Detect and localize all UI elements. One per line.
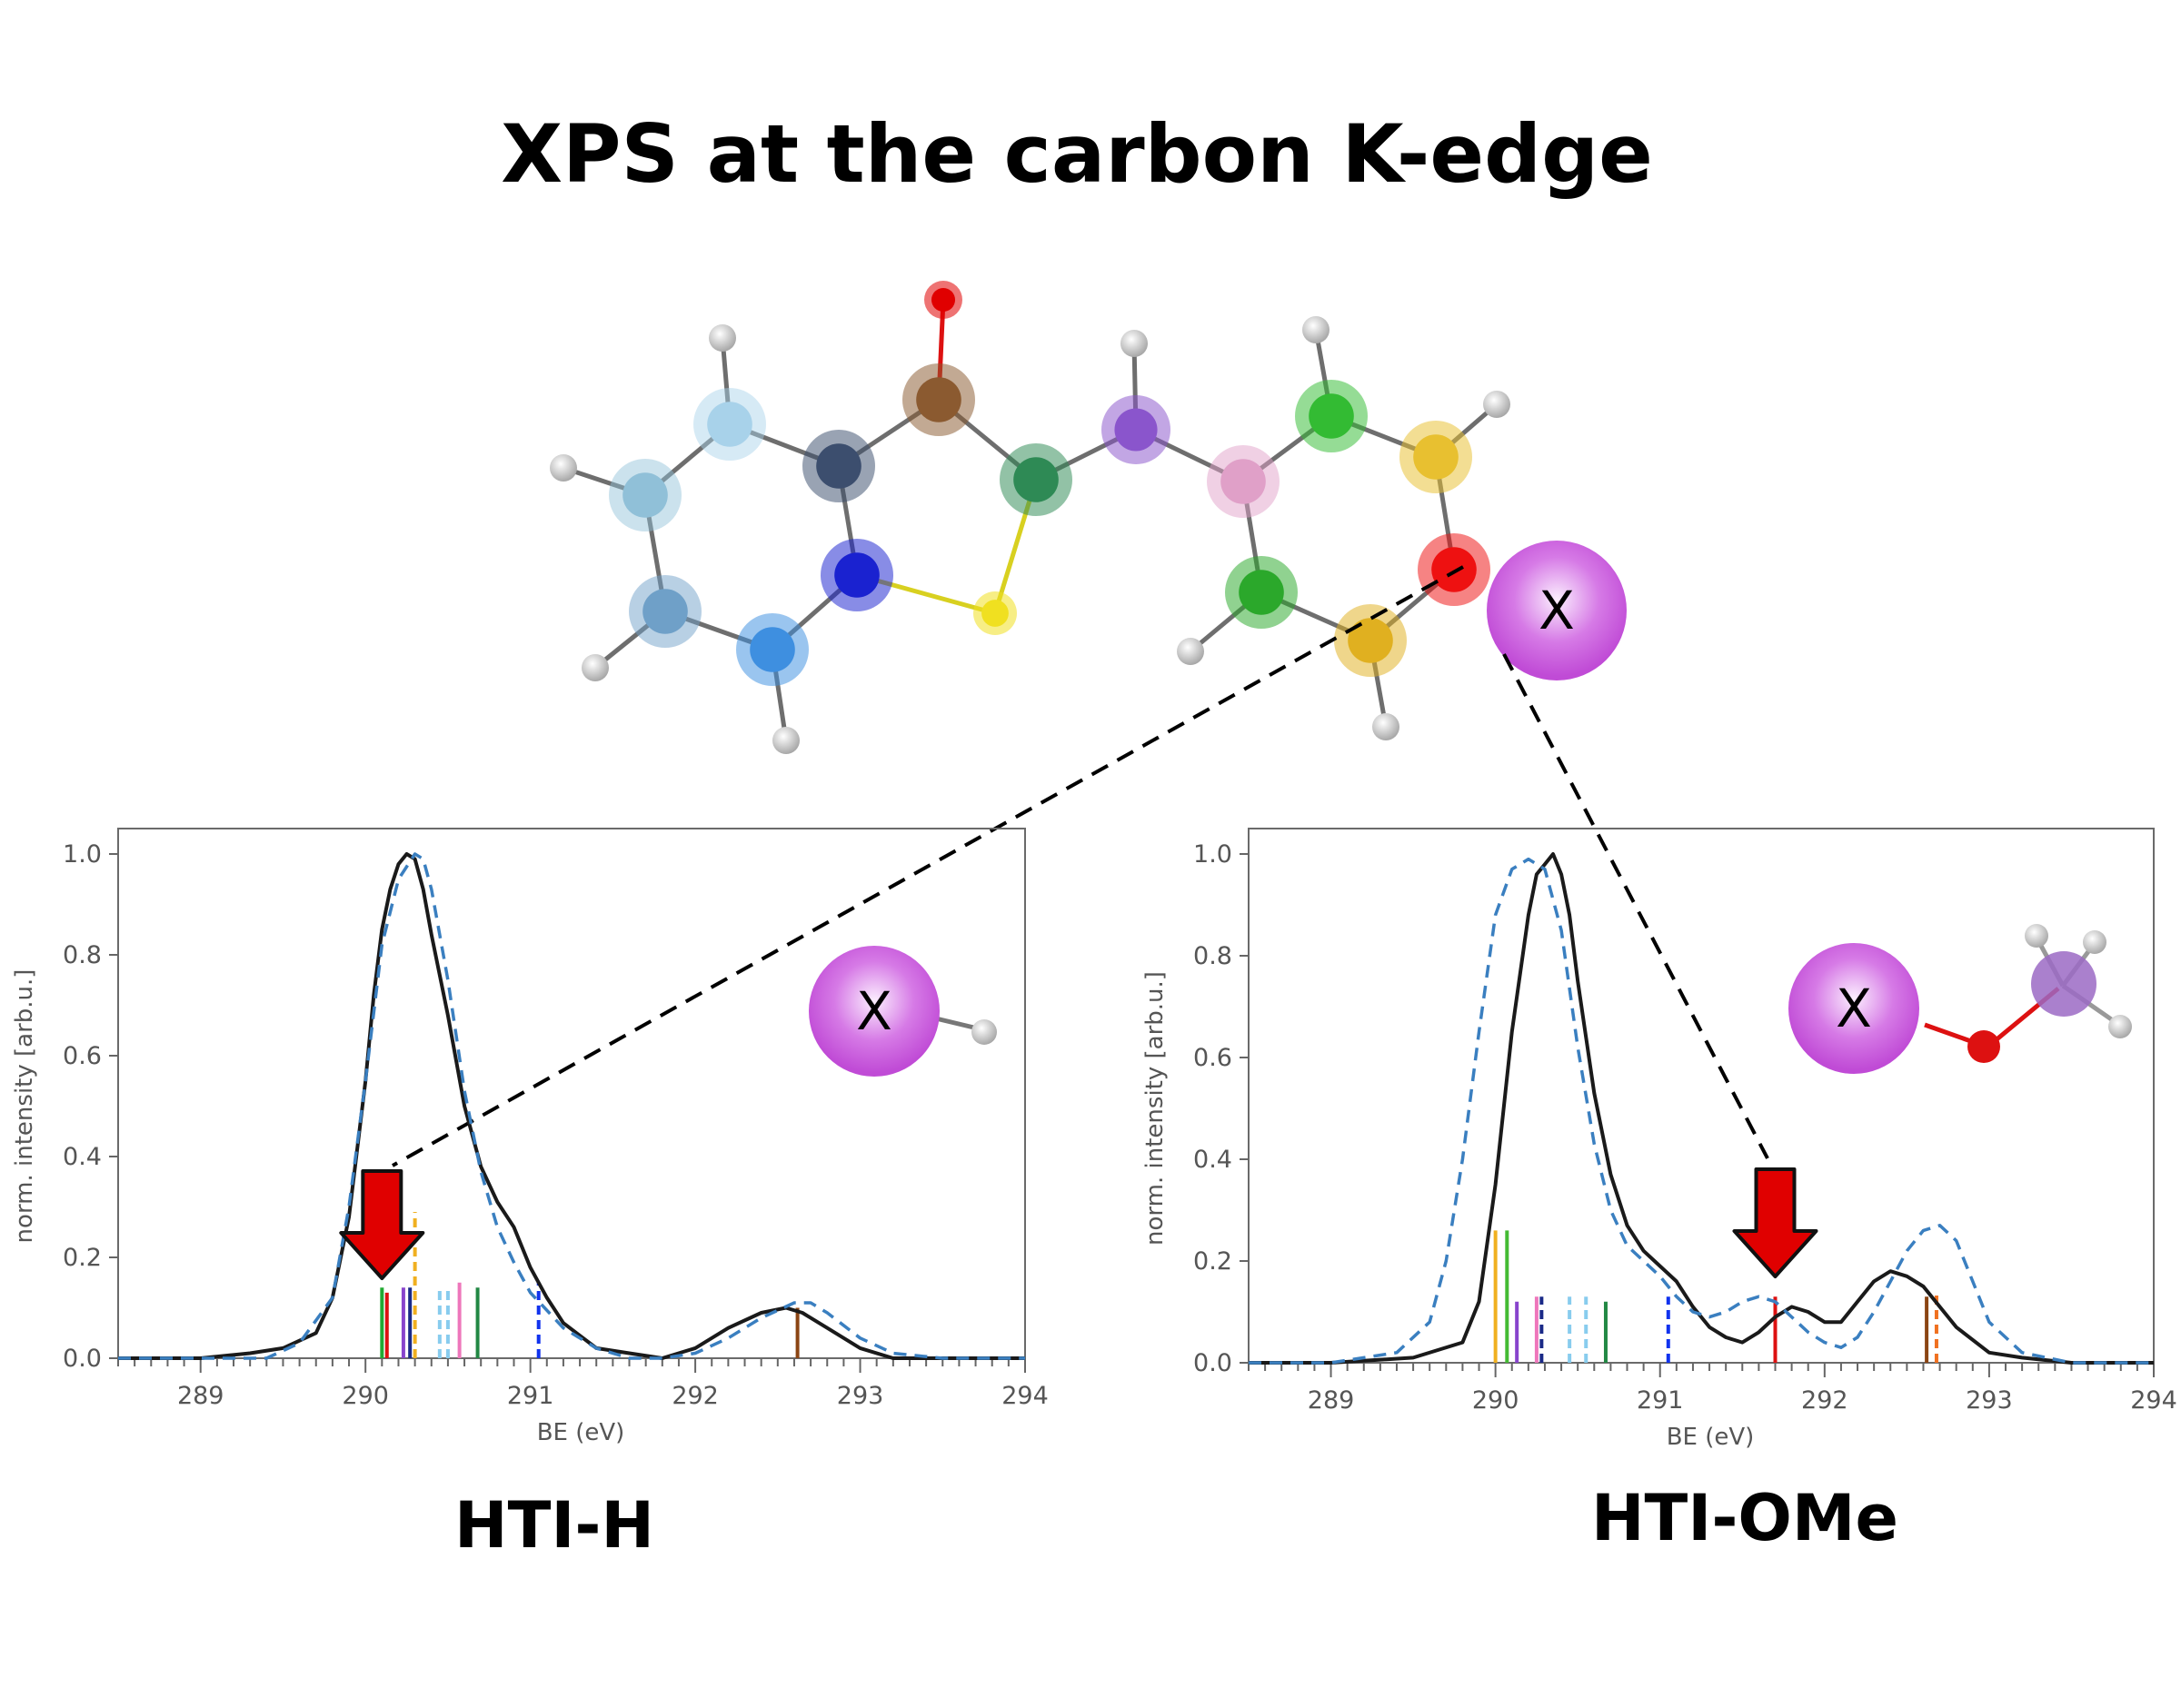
carbon-atom bbox=[750, 627, 795, 672]
x-axis-label: BE (eV) bbox=[537, 1419, 625, 1446]
carbon-atom bbox=[1348, 618, 1393, 663]
chart-hti-ome: 289 290 291 292 293 294 0.0 0.2 0.4 0.6 0.8 1.0 BE (… bbox=[1141, 828, 2177, 1451]
carbon-atom bbox=[1114, 408, 1158, 452]
carbon-atom bbox=[1413, 434, 1459, 480]
y-tick-label: 0.6 bbox=[1193, 1044, 1232, 1072]
inset-hti-ome-substituent: X bbox=[1788, 924, 2132, 1074]
y-axis-label: norm. intensity [arb.u.] bbox=[1141, 971, 1169, 1246]
carbon-atom bbox=[1309, 393, 1354, 439]
series-line-theory bbox=[118, 852, 1025, 1360]
x-tick-label: 293 bbox=[837, 1382, 884, 1410]
substituent-x-label: X bbox=[1539, 580, 1575, 641]
y-tick-label: 0.4 bbox=[1193, 1146, 1232, 1174]
y-tick-label: 0.4 bbox=[63, 1143, 102, 1171]
connector-line-h bbox=[392, 565, 1464, 1167]
carbon-atom bbox=[816, 443, 861, 489]
x-tick-label: 289 bbox=[1308, 1386, 1355, 1415]
hydrogen-atom bbox=[1302, 316, 1330, 343]
x-axis-label: BE (eV) bbox=[1667, 1424, 1755, 1451]
series-line-experiment bbox=[118, 852, 1025, 1360]
carbon-atom bbox=[931, 287, 956, 313]
substituent-x-atom: X bbox=[1487, 541, 1627, 680]
y-tick-label: 0.6 bbox=[63, 1042, 102, 1070]
carbon-atom bbox=[1431, 547, 1477, 592]
inset-hti-h-substituent: X bbox=[809, 946, 997, 1077]
x-tick-label: 290 bbox=[342, 1382, 389, 1410]
carbon-atom bbox=[834, 552, 880, 598]
x-tick-label: 292 bbox=[1801, 1386, 1848, 1415]
series-line-theory bbox=[1249, 857, 2154, 1365]
x-tick-label: 294 bbox=[1001, 1382, 1049, 1410]
highlight-arrow bbox=[339, 1169, 425, 1280]
y-axis-label: norm. intensity [arb.u.] bbox=[11, 969, 38, 1244]
panel-label-hti-ome: HTI-OMe bbox=[1590, 1481, 1899, 1555]
x-tick-label: 293 bbox=[1966, 1386, 2013, 1415]
y-tick-label: 0.2 bbox=[1193, 1247, 1232, 1276]
chart-hti-h: 289 290 291 292 293 294 0.0 0.2 0.4 0.6 0.8 1.0 BE (… bbox=[11, 828, 1049, 1446]
highlight-arrow bbox=[1732, 1167, 1818, 1278]
hydrogen-atom bbox=[1120, 330, 1148, 357]
y-tick-label: 0.8 bbox=[1193, 942, 1232, 970]
hydrogen-atom bbox=[1483, 391, 1510, 418]
plot-frame bbox=[117, 828, 1026, 1359]
x-tick-label: 289 bbox=[177, 1382, 224, 1410]
x-tick-label: 294 bbox=[2130, 1386, 2177, 1415]
panel-label-hti-h: HTI-H bbox=[453, 1488, 654, 1563]
y-tick-label: 1.0 bbox=[63, 840, 102, 869]
molecule-diagram: X bbox=[550, 281, 1627, 754]
carbon-atom bbox=[707, 402, 752, 447]
inset-x-label-ome: X bbox=[1836, 978, 1872, 1039]
carbon-atom bbox=[981, 600, 1009, 627]
hydrogen-atom bbox=[1372, 713, 1399, 740]
carbon-atom bbox=[622, 472, 668, 518]
carbon-atom bbox=[1239, 570, 1284, 615]
y-tick-label: 0.0 bbox=[63, 1345, 102, 1373]
carbon-atom bbox=[1013, 457, 1059, 502]
plot-frame bbox=[1248, 828, 2155, 1364]
hydrogen-atom bbox=[1177, 638, 1204, 665]
connector-line-ome bbox=[1502, 653, 1769, 1159]
x-tick-label: 291 bbox=[1637, 1386, 1684, 1415]
carbon-atom bbox=[642, 589, 688, 634]
x-tick-label: 292 bbox=[672, 1382, 719, 1410]
y-tick-label: 0.0 bbox=[1193, 1349, 1232, 1377]
hydrogen-atom bbox=[550, 454, 577, 482]
hydrogen-atom bbox=[772, 727, 800, 754]
hydrogen-atom bbox=[582, 654, 609, 681]
series-line-experiment bbox=[1249, 852, 2154, 1365]
page-title: XPS at the carbon K-edge bbox=[501, 107, 1653, 201]
y-tick-label: 1.0 bbox=[1193, 840, 1232, 869]
carbon-atom bbox=[916, 377, 961, 422]
y-tick-label: 0.2 bbox=[63, 1244, 102, 1272]
x-tick-label: 290 bbox=[1472, 1386, 1519, 1415]
hydrogen-atom bbox=[709, 324, 736, 352]
carbon-atom bbox=[1220, 459, 1266, 504]
y-tick-label: 0.8 bbox=[63, 941, 102, 969]
x-tick-label: 291 bbox=[507, 1382, 554, 1410]
inset-x-label-h: X bbox=[856, 980, 892, 1042]
